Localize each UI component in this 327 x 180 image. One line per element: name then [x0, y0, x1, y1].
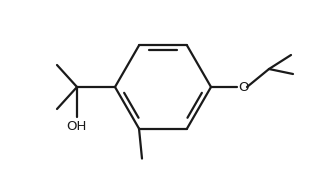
Text: O: O — [238, 80, 249, 93]
Text: OH: OH — [66, 120, 86, 133]
